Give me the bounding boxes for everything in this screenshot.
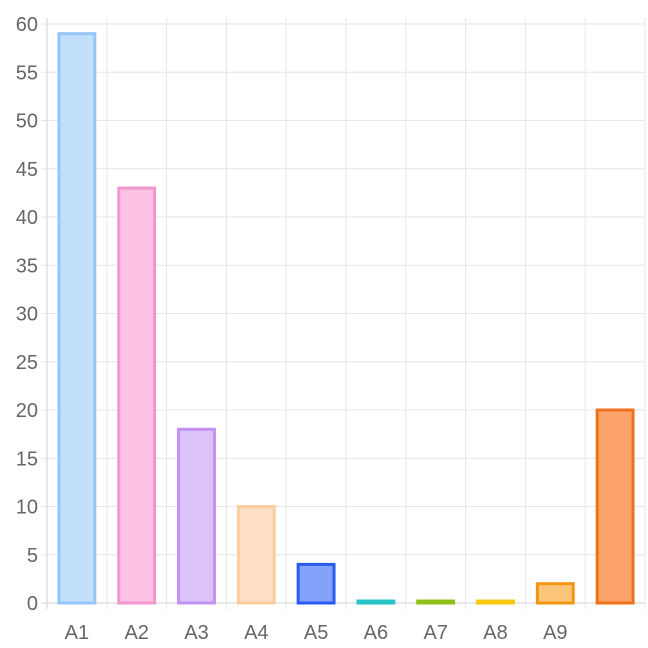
x-tick-label: A8: [483, 622, 507, 644]
x-tick-label: A4: [244, 622, 268, 644]
y-tick-label: 50: [16, 111, 38, 133]
x-tick-label: A1: [65, 622, 89, 644]
y-tick-label: 35: [16, 255, 38, 277]
y-tick-label: 45: [16, 159, 38, 181]
x-tick-label: A3: [184, 622, 208, 644]
x-tick-label: A7: [423, 622, 447, 644]
bar: [356, 599, 396, 605]
y-tick-label: 40: [16, 207, 38, 229]
bar: [535, 582, 575, 605]
y-tick-label: 10: [16, 497, 38, 519]
y-tick-label: 5: [27, 545, 38, 567]
y-tick-label: 15: [16, 448, 38, 470]
y-tick-label: 0: [27, 593, 38, 615]
y-tick-label: 20: [16, 400, 38, 422]
y-tick-label: 60: [16, 14, 38, 36]
bar: [595, 408, 635, 605]
y-tick-label: 55: [16, 62, 38, 84]
x-tick-label: A2: [124, 622, 148, 644]
bar: [416, 599, 456, 605]
bar: [236, 505, 276, 605]
x-tick-label: A9: [543, 622, 567, 644]
bar: [177, 427, 216, 605]
bar: [117, 186, 157, 605]
y-tick-label: 25: [16, 352, 38, 374]
bar: [57, 32, 97, 605]
x-tick-label: A5: [304, 622, 328, 644]
x-tick-label: A6: [364, 622, 388, 644]
y-tick-label: 30: [16, 304, 38, 326]
bar: [296, 562, 336, 605]
bar: [476, 599, 515, 605]
